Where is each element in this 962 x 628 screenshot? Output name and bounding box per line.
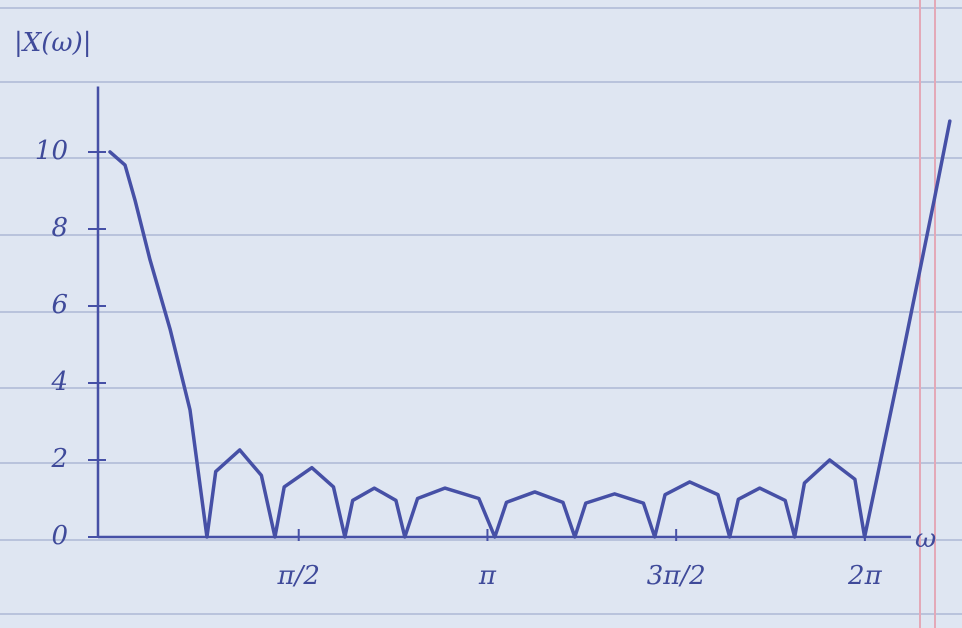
y-tick-label: 6 bbox=[51, 290, 68, 320]
y-tick-label: 0 bbox=[51, 521, 68, 551]
y-axis-label: |X(ω)| bbox=[14, 28, 92, 58]
page: {"chart_data": {"type": "line", "y_label… bbox=[0, 0, 962, 628]
chart: |X(ω)| ω 0 2 4 6 8 10 π/2 π 3π/2 2π bbox=[0, 0, 962, 628]
x-tick-label: 3π/2 bbox=[647, 561, 706, 591]
y-tick-label: 2 bbox=[50, 444, 68, 474]
y-tick-label: 8 bbox=[51, 213, 68, 243]
y-tick-label: 4 bbox=[50, 367, 68, 397]
paper-rules bbox=[0, 8, 962, 614]
x-tick-label: 2π bbox=[847, 561, 883, 591]
x-tick-label: π bbox=[478, 561, 497, 591]
data-line bbox=[110, 121, 950, 537]
x-axis-label: ω bbox=[915, 524, 936, 554]
y-tick-label: 10 bbox=[35, 136, 68, 166]
x-tick-label: π/2 bbox=[277, 561, 320, 591]
